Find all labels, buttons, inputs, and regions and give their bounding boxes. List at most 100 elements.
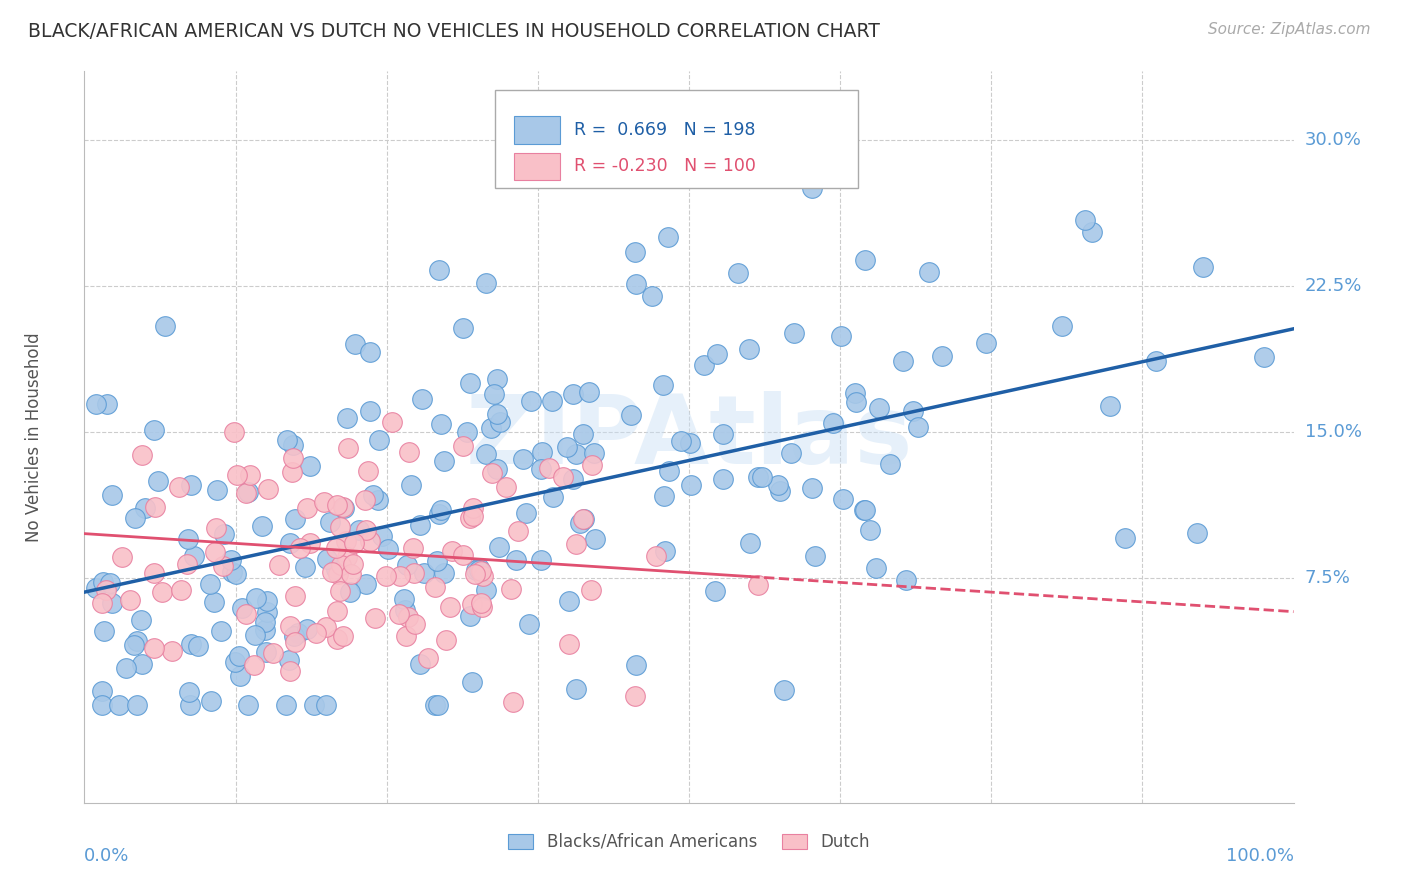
- Point: [409, 518, 432, 533]
- Point: [460, 510, 482, 524]
- Point: [298, 458, 321, 473]
- Point: [475, 276, 498, 290]
- Point: [330, 558, 353, 572]
- Point: [326, 567, 349, 582]
- Point: [235, 607, 257, 621]
- Point: [127, 634, 149, 648]
- Point: [429, 417, 451, 431]
- Point: [832, 491, 855, 506]
- Point: [657, 230, 679, 244]
- Point: [1253, 350, 1275, 364]
- Point: [433, 566, 456, 581]
- Point: [236, 484, 259, 499]
- Point: [1098, 399, 1121, 413]
- Point: [565, 447, 588, 461]
- Point: [581, 582, 603, 597]
- Point: [361, 488, 384, 502]
- Point: [86, 397, 108, 411]
- Point: [236, 698, 259, 713]
- Point: [118, 593, 141, 607]
- Point: [394, 629, 416, 643]
- Point: [371, 529, 394, 543]
- Point: [254, 623, 277, 637]
- Point: [243, 657, 266, 672]
- Point: [143, 566, 166, 581]
- Point: [381, 416, 404, 430]
- Point: [356, 464, 378, 478]
- Point: [411, 392, 433, 406]
- Point: [262, 647, 284, 661]
- Point: [453, 320, 475, 334]
- Point: [302, 698, 325, 713]
- Point: [747, 577, 769, 591]
- Point: [111, 550, 134, 565]
- Point: [681, 477, 703, 491]
- Point: [229, 668, 252, 682]
- Point: [318, 516, 340, 530]
- Point: [804, 549, 827, 563]
- Point: [283, 438, 305, 452]
- Point: [129, 613, 152, 627]
- Point: [332, 500, 354, 515]
- Point: [254, 615, 277, 629]
- Point: [325, 499, 347, 513]
- Point: [368, 433, 391, 447]
- Point: [312, 495, 335, 509]
- Point: [541, 394, 564, 409]
- Point: [284, 589, 307, 603]
- Point: [108, 698, 131, 713]
- Point: [502, 695, 524, 709]
- Point: [512, 451, 534, 466]
- Point: [276, 433, 298, 447]
- Point: [94, 582, 117, 597]
- Point: [499, 582, 522, 596]
- Point: [418, 651, 440, 665]
- Point: [488, 415, 510, 429]
- Point: [287, 625, 309, 640]
- Point: [713, 473, 735, 487]
- Point: [169, 582, 191, 597]
- Point: [398, 445, 420, 459]
- Point: [853, 503, 876, 517]
- Point: [336, 411, 359, 425]
- Point: [426, 554, 449, 568]
- Point: [481, 467, 503, 481]
- Point: [439, 600, 461, 615]
- Point: [620, 408, 643, 422]
- Point: [879, 457, 901, 471]
- Point: [555, 441, 578, 455]
- Point: [654, 490, 676, 504]
- Point: [274, 698, 297, 713]
- Point: [278, 653, 301, 667]
- Point: [160, 644, 183, 658]
- Point: [100, 596, 122, 610]
- Point: [468, 561, 491, 575]
- Point: [340, 566, 363, 581]
- Text: 100.0%: 100.0%: [1226, 847, 1294, 864]
- Point: [747, 470, 769, 484]
- Point: [359, 345, 381, 359]
- Point: [868, 401, 890, 415]
- Point: [640, 288, 662, 302]
- Point: [434, 632, 457, 647]
- Point: [530, 552, 553, 566]
- Point: [783, 326, 806, 340]
- Point: [852, 503, 875, 517]
- Point: [486, 462, 509, 476]
- Point: [565, 681, 588, 696]
- Point: [1074, 212, 1097, 227]
- Point: [693, 358, 716, 372]
- Point: [769, 484, 792, 499]
- Point: [326, 632, 349, 646]
- Point: [86, 581, 108, 595]
- Point: [239, 467, 262, 482]
- Point: [1114, 531, 1136, 545]
- Bar: [513, 116, 560, 144]
- Point: [464, 567, 486, 582]
- Point: [652, 378, 675, 392]
- Point: [456, 425, 478, 439]
- Point: [176, 557, 198, 571]
- Bar: [513, 153, 560, 180]
- Text: 7.5%: 7.5%: [1305, 569, 1351, 588]
- Point: [404, 566, 426, 581]
